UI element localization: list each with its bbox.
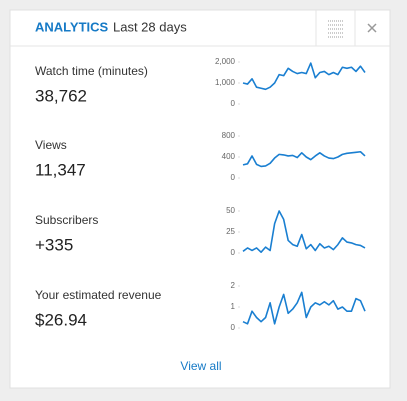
metric-label: Views xyxy=(35,138,67,152)
view-all-link[interactable]: View all xyxy=(180,359,221,373)
metric-value: $26.94 xyxy=(35,310,87,329)
metric-value: 11,347 xyxy=(35,160,86,179)
y-tick-label: 25 xyxy=(226,227,235,236)
y-tick-label: 2 xyxy=(231,281,236,290)
y-tick-label: 400 xyxy=(222,152,236,161)
metric-label: Watch time (minutes) xyxy=(35,64,148,78)
sparkline xyxy=(242,62,366,91)
y-tick-label: 50 xyxy=(226,206,235,215)
y-tick-label: 0 xyxy=(231,248,236,257)
y-tick-label: 800 xyxy=(222,131,236,140)
card-title: ANALYTICS xyxy=(35,19,109,34)
grid-icon[interactable] xyxy=(325,20,347,38)
period: Last 28 days xyxy=(113,19,187,34)
metric-label: Subscribers xyxy=(35,213,98,227)
y-tick-label: 2,000 xyxy=(215,57,236,66)
y-tick-label: 0 xyxy=(231,173,236,182)
y-tick-label: 1,000 xyxy=(215,78,236,87)
sparkline xyxy=(242,150,366,168)
sparkline xyxy=(242,210,366,253)
metric-value: 38,762 xyxy=(35,86,87,105)
y-tick-label: 1 xyxy=(231,302,236,311)
sparkline xyxy=(242,291,366,325)
y-tick-label: 0 xyxy=(231,323,236,332)
metric-label: Your estimated revenue xyxy=(35,288,162,302)
y-tick-label: 0 xyxy=(231,99,236,108)
metric-value: +335 xyxy=(35,235,73,254)
close-button[interactable] xyxy=(362,20,382,36)
